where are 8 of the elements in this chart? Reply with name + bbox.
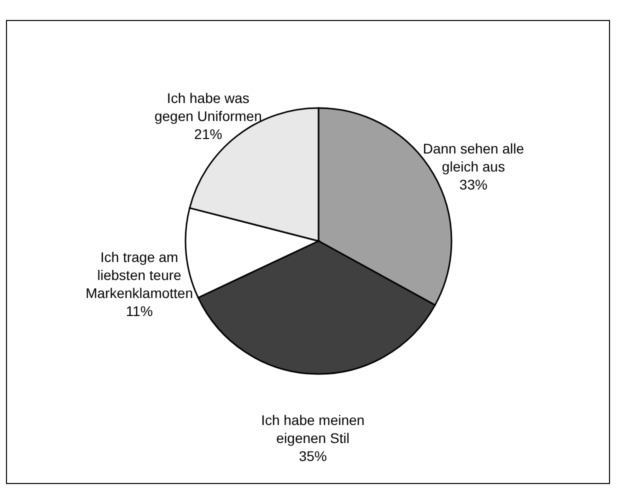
slice-label: Ich habe was gegen Uniformen [154,90,262,124]
slice-label: Dann sehen alle gleich aus [422,140,524,174]
data-label: 21% [194,126,222,142]
data-label: 35% [298,448,327,464]
slice-label: Ich habe meinen eigenen Stil [261,412,365,446]
data-label: 11% [126,302,153,319]
data-label: 33% [459,176,488,192]
slice-label: Ich trage am liebsten teure Markenklamotten [86,248,193,301]
